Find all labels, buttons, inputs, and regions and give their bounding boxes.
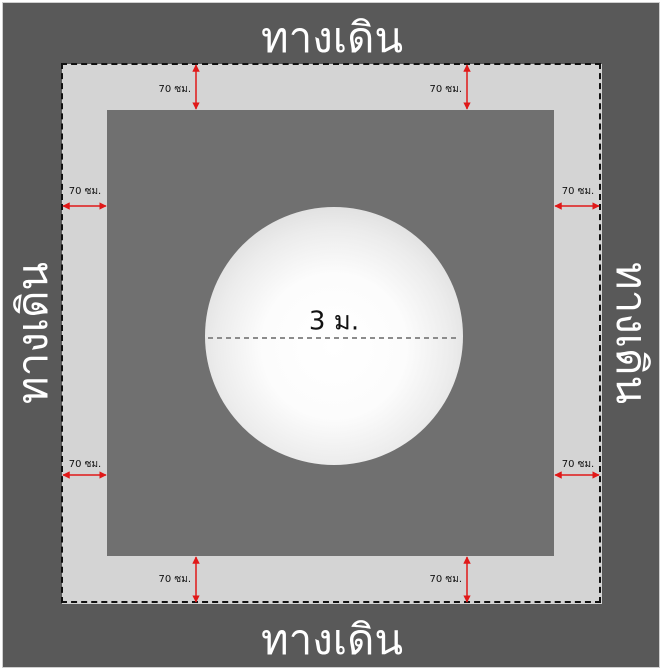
clearance-label-left-bottom: 70 ซม. bbox=[69, 459, 101, 470]
clearance-label-bottom-left: 70 ซม. bbox=[159, 574, 191, 585]
clearance-label-top-left: 70 ซม. bbox=[159, 84, 191, 95]
walkway-label-top: ทางเดิน bbox=[260, 13, 404, 62]
walkway-label-bottom: ทางเดิน bbox=[260, 615, 404, 664]
sphere bbox=[205, 207, 463, 465]
clearance-label-top-right: 70 ซม. bbox=[430, 84, 462, 95]
diameter-label: 3 ม. bbox=[308, 306, 360, 337]
clearance-label-right-top: 70 ซม. bbox=[562, 186, 594, 197]
walkway-label-left: ทางเดิน bbox=[8, 261, 57, 405]
clearance-label-bottom-right: 70 ซม. bbox=[430, 574, 462, 585]
clearance-label-right-bottom: 70 ซม. bbox=[562, 459, 594, 470]
clearance-label-left-top: 70 ซม. bbox=[69, 186, 101, 197]
walkway-label-right: ทางเดิน bbox=[607, 261, 656, 405]
